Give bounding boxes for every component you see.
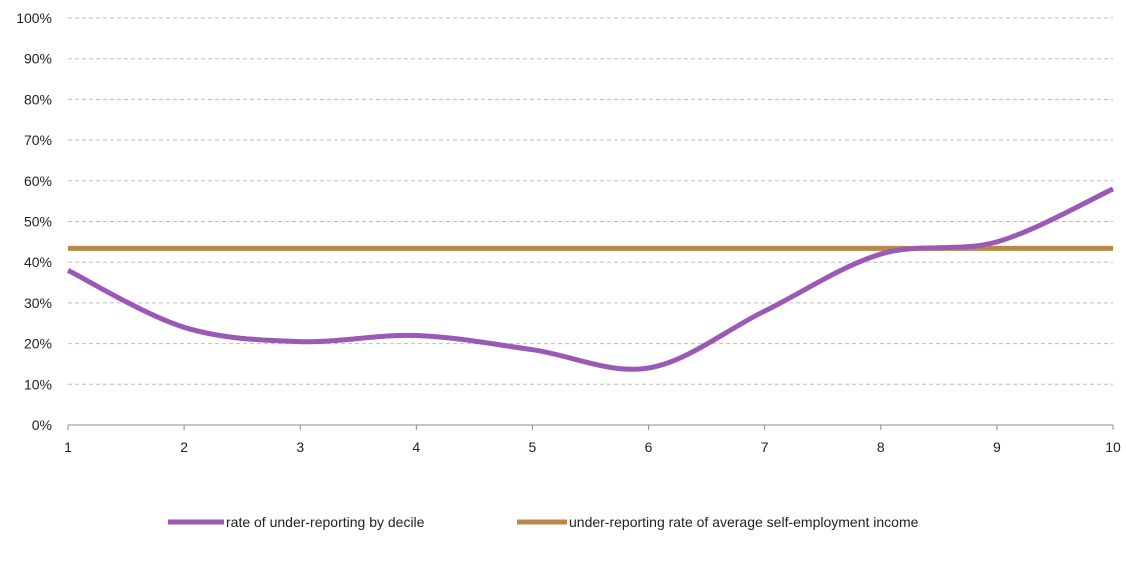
series-lines [66,186,1115,372]
y-tick-label: 90% [24,51,52,67]
y-tick-label: 0% [32,417,52,433]
grid-lines [68,17,1113,385]
y-tick-label: 40% [24,254,52,270]
x-tick-label: 10 [1105,439,1121,455]
x-tick-label: 2 [180,439,188,455]
legend: rate of under-reporting by decile under-r… [168,514,919,530]
y-tick-label: 70% [24,132,52,148]
y-tick-label: 10% [24,376,52,392]
axes: 0% 10% 20% 30% 40% 50% 60% 70% 80% 90% 100% 1 2 3 4 5 6 7… [16,10,1121,455]
x-tick-label: 8 [877,439,885,455]
y-tick-label: 80% [24,91,52,107]
x-tick-label: 9 [993,439,1001,455]
y-tick-label: 50% [24,214,52,230]
x-tick-label: 7 [761,439,769,455]
x-tick-label: 3 [296,439,304,455]
y-tick-label: 20% [24,336,52,352]
x-tick-label: 1 [64,439,72,455]
x-tick-label: 4 [412,439,420,455]
y-tick-label: 60% [24,173,52,189]
y-tick-label: 100% [16,10,52,26]
legend-label: rate of under-reporting by decile [226,514,425,530]
x-tick-label: 5 [529,439,537,455]
legend-label: under-reporting rate of average self-emp… [569,514,919,530]
x-tick-label: 6 [645,439,653,455]
series-line-under-reporting-by-decile [66,186,1115,372]
y-tick-label: 30% [24,295,52,311]
